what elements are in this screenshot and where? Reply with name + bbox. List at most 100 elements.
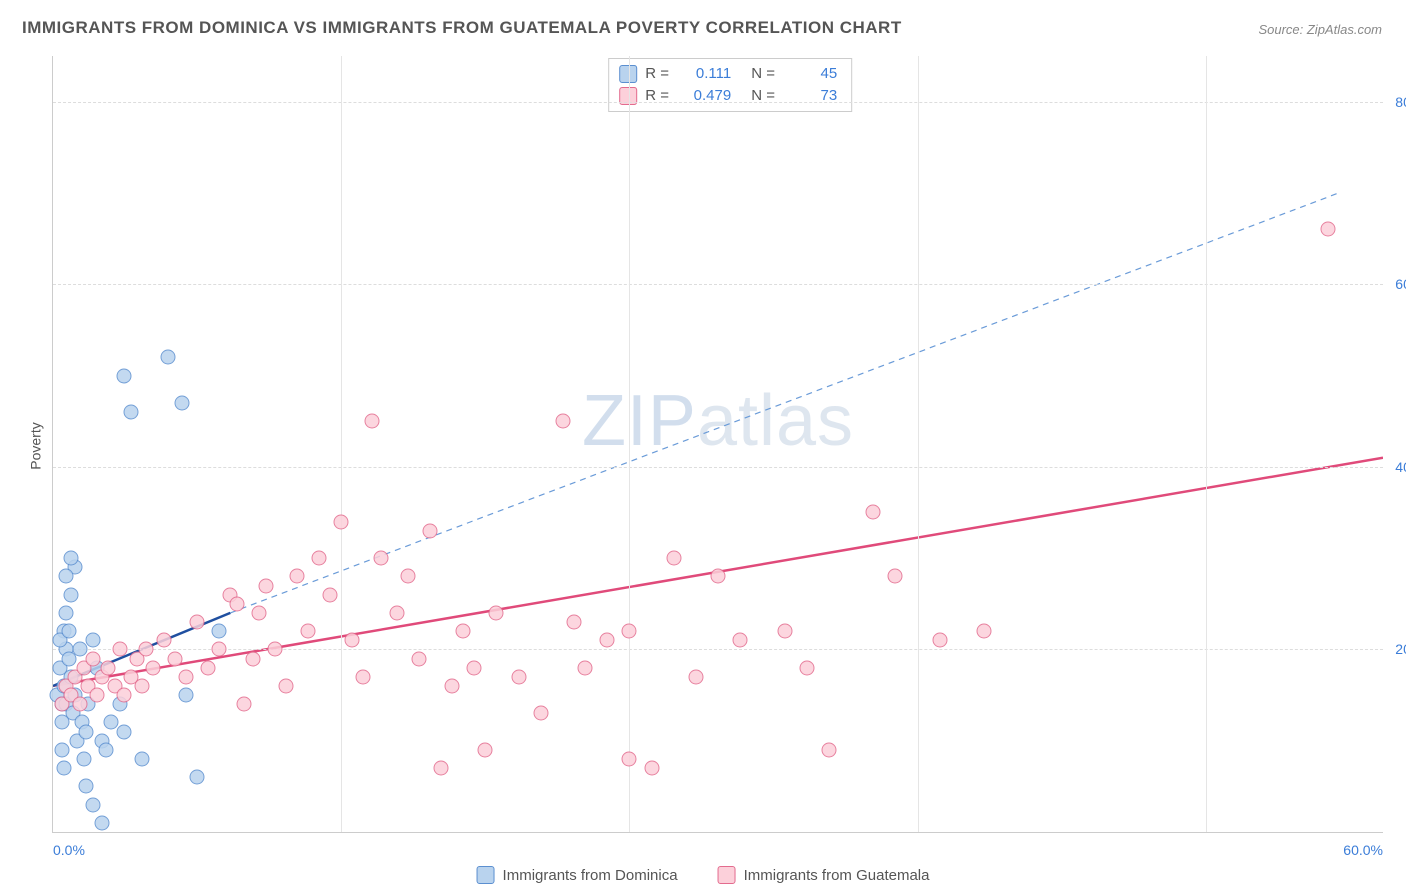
data-point [411,651,426,666]
data-point [236,697,251,712]
data-point [258,578,273,593]
data-point [54,742,69,757]
ytick-label: 20.0% [1395,641,1406,657]
data-point [334,514,349,529]
data-point [467,660,482,675]
stats-row-dominica: R = 0.111 N = 45 [619,63,837,85]
gridline-h [53,102,1383,103]
data-point [511,669,526,684]
data-point [190,615,205,630]
xtick-label: 0.0% [53,842,85,858]
n-label: N = [751,85,779,107]
data-point [85,633,100,648]
data-point [566,615,581,630]
data-point [72,697,87,712]
data-point [422,523,437,538]
trend-lines-svg [53,56,1383,832]
data-point [139,642,154,657]
data-point [72,642,87,657]
data-point [90,688,105,703]
data-point [103,715,118,730]
data-point [866,505,881,520]
data-point [777,624,792,639]
watermark: ZIPatlas [582,380,854,462]
data-point [174,395,189,410]
gridline-v [629,56,630,832]
data-point [59,605,74,620]
data-point [374,551,389,566]
data-point [977,624,992,639]
data-point [85,797,100,812]
data-point [94,815,109,830]
data-point [201,660,216,675]
data-point [433,761,448,776]
data-point [478,742,493,757]
legend-item-dominica: Immigrants from Dominica [477,866,678,884]
data-point [644,761,659,776]
data-point [229,596,244,611]
data-point [688,669,703,684]
ytick-label: 40.0% [1395,459,1406,475]
data-point [289,569,304,584]
r-label: R = [645,63,673,85]
data-point [622,624,637,639]
data-point [252,605,267,620]
data-point [267,642,282,657]
data-point [365,414,380,429]
data-point [145,660,160,675]
r-value-guatemala: 0.479 [681,85,731,107]
data-point [821,742,836,757]
stats-legend-box: R = 0.111 N = 45 R = 0.479 N = 73 [608,58,852,112]
data-point [278,678,293,693]
data-point [57,761,72,776]
data-point [400,569,415,584]
data-point [1320,222,1335,237]
data-point [733,633,748,648]
legend-label-dominica: Immigrants from Dominica [503,867,678,884]
bottom-legend: Immigrants from Dominica Immigrants from… [477,866,930,884]
ytick-label: 60.0% [1395,276,1406,292]
data-point [312,551,327,566]
n-value-dominica: 45 [787,63,837,85]
data-point [578,660,593,675]
data-point [300,624,315,639]
data-point [77,751,92,766]
data-point [600,633,615,648]
watermark-atlas: atlas [697,381,854,461]
data-point [555,414,570,429]
gridline-h [53,467,1383,468]
n-value-guatemala: 73 [787,85,837,107]
gridline-v [1206,56,1207,832]
data-point [179,669,194,684]
watermark-zip: ZIP [582,381,697,461]
data-point [167,651,182,666]
data-point [212,642,227,657]
data-point [79,779,94,794]
data-point [622,751,637,766]
gridline-v [918,56,919,832]
data-point [190,770,205,785]
n-label: N = [751,63,779,85]
data-point [63,551,78,566]
data-point [389,605,404,620]
data-point [123,405,138,420]
data-point [445,678,460,693]
source-label: Source: ZipAtlas.com [1258,22,1382,37]
swatch-dominica [619,65,637,83]
data-point [116,724,131,739]
r-label: R = [645,85,673,107]
data-point [456,624,471,639]
stats-row-guatemala: R = 0.479 N = 73 [619,85,837,107]
y-axis-label: Poverty [28,422,44,469]
legend-swatch-dominica [477,866,495,884]
data-point [323,587,338,602]
data-point [63,587,78,602]
data-point [59,569,74,584]
data-point [85,651,100,666]
r-value-dominica: 0.111 [681,63,731,85]
data-point [99,742,114,757]
data-point [932,633,947,648]
xtick-label: 60.0% [1343,842,1383,858]
legend-label-guatemala: Immigrants from Guatemala [744,867,930,884]
data-point [489,605,504,620]
